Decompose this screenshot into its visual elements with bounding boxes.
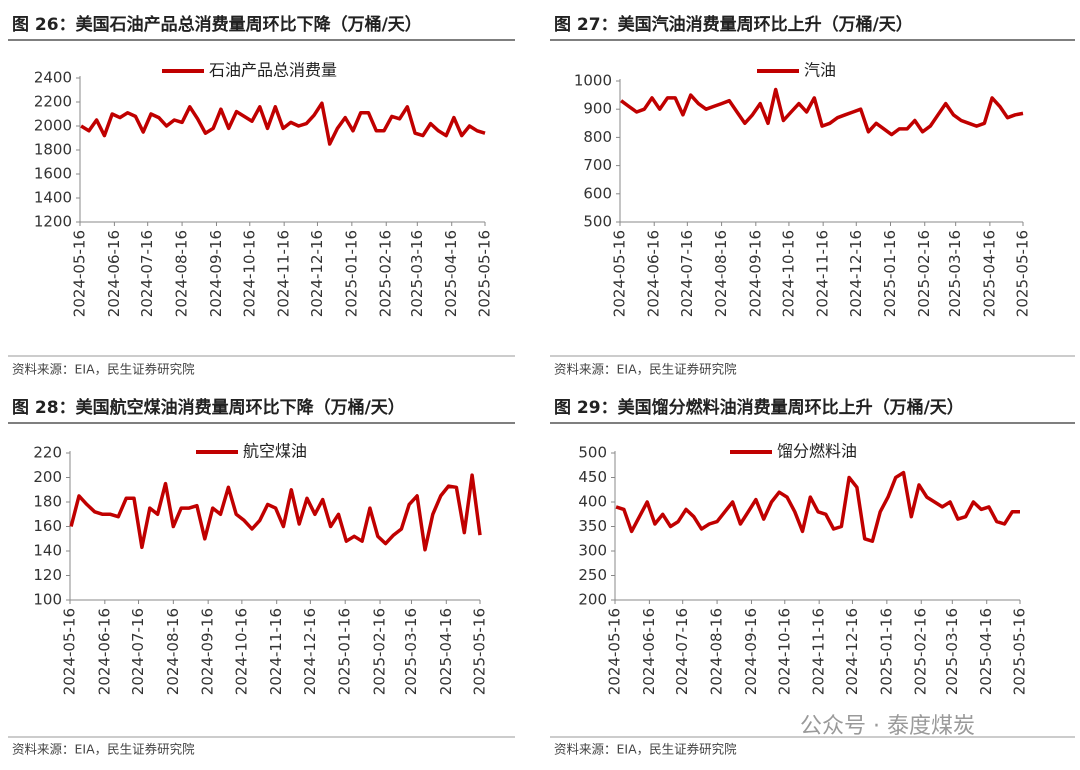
y-tick-label: 160 (33, 517, 62, 535)
x-tick-label: 2025-02-16 (377, 230, 395, 317)
x-tick-label: 2024-06-16 (105, 230, 123, 317)
x-tick-label: 2025-04-16 (977, 608, 995, 695)
x-tick-label: 2024-07-16 (138, 230, 156, 317)
x-tick-label: 2024-06-16 (645, 230, 663, 317)
x-tick-label: 2025-01-16 (336, 608, 354, 695)
x-tick-label: 2024-08-16 (173, 230, 191, 317)
watermark: 公众号 · 泰度煤炭 (800, 714, 975, 739)
source: 资料来源：EIA，民生证券研究院 (554, 362, 737, 377)
x-tick-label: 2025-02-16 (912, 608, 930, 695)
x-tick-label: 2025-05-16 (1014, 230, 1032, 317)
x-tick-label: 2025-01-16 (342, 230, 360, 317)
x-tick-label: 2025-05-16 (1011, 608, 1029, 695)
y-tick-label: 120 (33, 566, 62, 584)
x-tick-label: 2025-03-16 (402, 608, 420, 695)
x-tick-label: 2025-04-16 (442, 230, 460, 317)
source: 资料来源：EIA，民生证券研究院 (12, 742, 195, 757)
y-tick-label: 1600 (34, 165, 72, 183)
x-tick-label: 2025-03-16 (408, 230, 426, 317)
x-tick-label: 2024-12-16 (301, 608, 319, 695)
y-tick-label: 2400 (34, 69, 72, 87)
x-tick-label: 2024-11-16 (810, 608, 828, 695)
y-tick-label: 300 (578, 542, 607, 560)
x-tick-label: 2024-08-16 (164, 608, 182, 695)
chart-title: 图 29：美国馏分燃料油消费量周环比上升（万桶/天） (554, 397, 964, 418)
y-tick-label: 180 (33, 493, 62, 511)
x-tick-label: 2024-12-16 (843, 608, 861, 695)
x-tick-label: 2024-12-16 (308, 230, 326, 317)
y-tick-label: 200 (578, 591, 607, 609)
x-tick-label: 2025-01-16 (877, 608, 895, 695)
legend-label: 石油产品总消费量 (209, 61, 337, 80)
y-tick-label: 220 (33, 444, 62, 462)
x-tick-label: 2024-05-16 (606, 608, 624, 695)
chart-title: 图 26：美国石油产品总消费量周环比下降（万桶/天） (12, 14, 422, 35)
x-tick-label: 2024-07-16 (678, 230, 696, 317)
y-tick-label: 400 (578, 493, 607, 511)
x-tick-label: 2025-01-16 (881, 230, 899, 317)
y-tick-label: 250 (578, 566, 607, 584)
x-tick-label: 2025-04-16 (980, 230, 998, 317)
x-tick-label: 2024-11-16 (275, 230, 293, 317)
y-tick-label: 200 (33, 468, 62, 486)
x-tick-label: 2025-02-16 (915, 230, 933, 317)
legend-label: 汽油 (804, 61, 836, 80)
x-tick-label: 2024-09-16 (746, 230, 764, 317)
legend-label: 航空煤油 (243, 442, 307, 461)
y-tick-label: 1000 (574, 72, 612, 90)
y-tick-label: 1800 (34, 141, 72, 159)
x-tick-label: 2024-07-16 (129, 608, 147, 695)
y-tick-label: 800 (583, 128, 612, 146)
x-tick-label: 2024-08-16 (712, 230, 730, 317)
x-tick-label: 2024-06-16 (640, 608, 658, 695)
x-tick-label: 2024-05-16 (611, 230, 629, 317)
y-tick-label: 2200 (34, 93, 72, 111)
y-tick-label: 1400 (34, 189, 72, 207)
x-tick-label: 2025-05-16 (476, 230, 494, 317)
y-tick-label: 2000 (34, 117, 72, 135)
x-tick-label: 2025-04-16 (437, 608, 455, 695)
data-line (80, 101, 486, 146)
y-tick-label: 1200 (34, 213, 72, 231)
legend-label: 馏分燃料油 (777, 442, 857, 461)
y-tick-label: 450 (578, 468, 607, 486)
x-tick-label: 2024-07-16 (673, 608, 691, 695)
data-line (69, 473, 482, 552)
data-line (620, 87, 1024, 137)
x-tick-label: 2024-11-16 (267, 608, 285, 695)
x-tick-label: 2024-05-16 (61, 608, 79, 695)
data-line (615, 470, 1020, 543)
y-tick-label: 500 (583, 213, 612, 231)
y-tick-label: 140 (33, 542, 62, 560)
x-tick-label: 2024-10-16 (779, 230, 797, 317)
x-tick-label: 2025-05-16 (471, 608, 489, 695)
x-tick-label: 2024-10-16 (775, 608, 793, 695)
source: 资料来源：EIA，民生证券研究院 (554, 742, 737, 757)
y-tick-label: 600 (583, 184, 612, 202)
x-tick-label: 2025-03-16 (943, 608, 961, 695)
source: 资料来源：EIA，民生证券研究院 (12, 362, 195, 377)
x-tick-label: 2024-09-16 (207, 230, 225, 317)
x-tick-label: 2024-10-16 (232, 608, 250, 695)
x-tick-label: 2025-03-16 (946, 230, 964, 317)
x-tick-label: 2024-11-16 (814, 230, 832, 317)
x-tick-label: 2024-08-16 (708, 608, 726, 695)
chart-title: 图 27：美国汽油消费量周环比上升（万桶/天） (554, 14, 913, 35)
y-tick-label: 500 (578, 444, 607, 462)
y-tick-label: 900 (583, 100, 612, 118)
x-tick-label: 2024-09-16 (199, 608, 217, 695)
x-tick-label: 2024-09-16 (742, 608, 760, 695)
y-tick-label: 700 (583, 156, 612, 174)
x-tick-label: 2025-02-16 (371, 608, 389, 695)
x-tick-label: 2024-12-16 (847, 230, 865, 317)
chart-title: 图 28：美国航空煤油消费量周环比下降（万桶/天） (12, 397, 405, 418)
x-tick-label: 2024-06-16 (95, 608, 113, 695)
x-tick-label: 2024-10-16 (240, 230, 258, 317)
x-tick-label: 2024-05-16 (71, 230, 89, 317)
y-tick-label: 350 (578, 517, 607, 535)
y-tick-label: 100 (33, 591, 62, 609)
